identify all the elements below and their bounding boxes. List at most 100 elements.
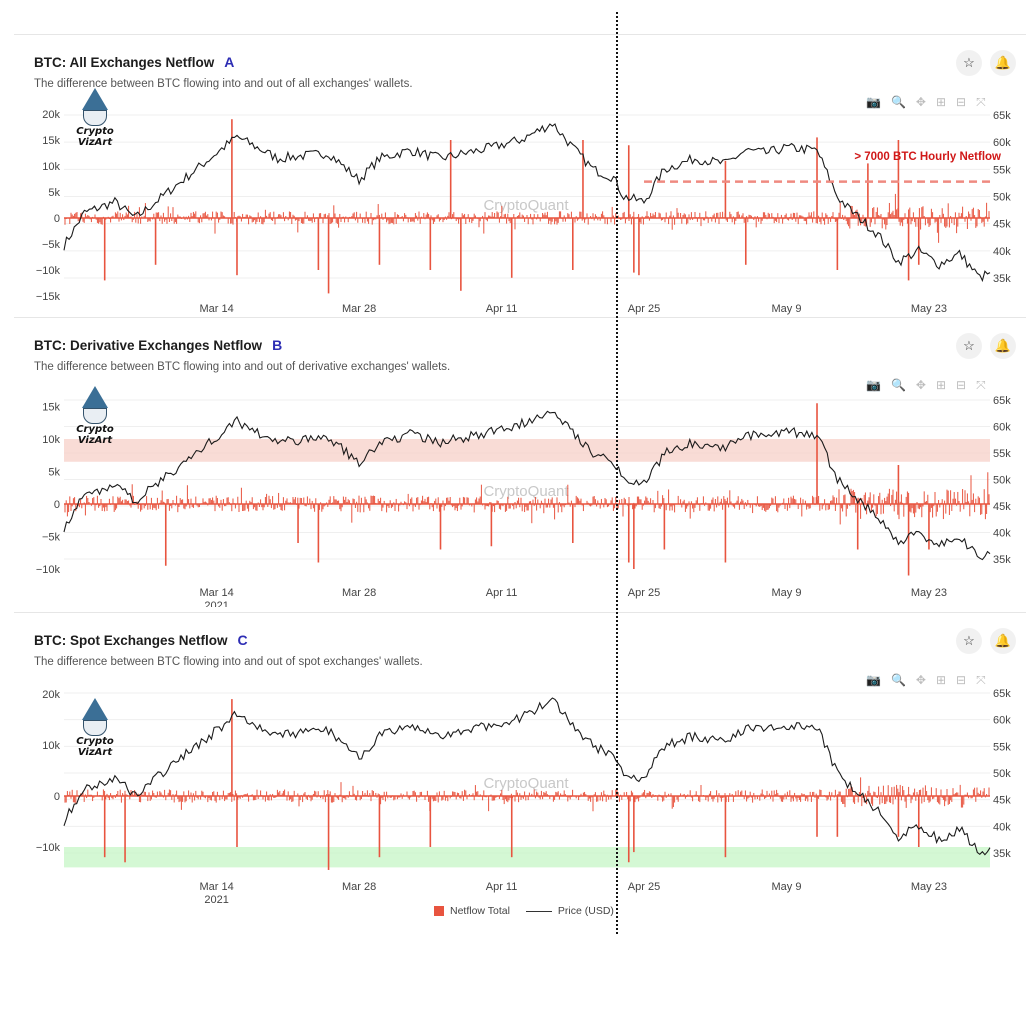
y-left-tick: 20k	[42, 109, 60, 121]
bell-button[interactable]: 🔔	[990, 628, 1016, 654]
x-tick: Mar 14	[200, 587, 234, 599]
highlight-band	[64, 847, 990, 868]
netflow-swatch	[434, 906, 444, 916]
panel-a: BTC: All Exchanges Netflow A The differen…	[14, 34, 1026, 317]
x-tick: Apr 25	[628, 303, 660, 315]
y-right-tick: 45k	[993, 219, 1011, 231]
x-tick: May 9	[771, 587, 801, 599]
bell-button[interactable]: 🔔	[990, 50, 1016, 76]
y-left-tick: 15k	[42, 402, 60, 414]
panel-label: B	[272, 337, 283, 353]
price-line	[63, 410, 991, 561]
y-left-tick: −10k	[36, 564, 61, 576]
zoom-in-icon[interactable]: ⊞	[935, 95, 947, 109]
y-left-tick: 10k	[42, 740, 60, 752]
legend-netflow-label: Netflow Total	[450, 905, 510, 917]
star-icon: ☆	[963, 338, 975, 353]
pan-icon[interactable]: ✥	[915, 378, 926, 392]
y-right-tick: 55k	[993, 448, 1011, 460]
x-tick: Mar 14	[200, 303, 234, 315]
zoom-in-icon[interactable]: ⊞	[935, 673, 947, 687]
zoom-in-icon[interactable]: ⊞	[935, 378, 947, 392]
x-tick: May 23	[911, 303, 947, 315]
crypto-vizart-logo: Crypto VizArt	[70, 88, 120, 148]
y-left-tick: −10k	[36, 842, 61, 854]
x-tick: Apr 11	[486, 587, 518, 599]
y-right-tick: 40k	[993, 528, 1011, 540]
y-left-tick: 15k	[42, 135, 60, 147]
chart-legend: Netflow Total Price (USD)	[434, 905, 614, 917]
price-line	[63, 697, 991, 856]
zoom-icon[interactable]: 🔍	[890, 378, 906, 392]
price-line	[63, 123, 991, 283]
x-tick: May 23	[911, 587, 947, 599]
y-right-tick: 55k	[993, 164, 1011, 176]
y-left-tick: 10k	[42, 161, 60, 173]
price-swatch	[525, 910, 552, 912]
zoom-out-icon[interactable]: ⊟	[956, 95, 967, 109]
panel-title: BTC: Derivative Exchanges Netflow B	[34, 337, 283, 353]
star-icon: ☆	[963, 55, 975, 70]
watermark: CryptoQuant	[483, 775, 569, 792]
y-left-tick: −5k	[42, 532, 61, 544]
threshold-annotation: > 7000 BTC Hourly Netflow	[854, 151, 1001, 163]
chart-toolbar: 📷 🔍 ✥ ⊞ ⊟ ⤧	[866, 378, 986, 393]
panel-label: A	[224, 54, 235, 70]
star-icon: ☆	[963, 633, 975, 648]
y-right-tick: 50k	[993, 475, 1011, 487]
y-left-tick: 10k	[42, 434, 60, 446]
y-left-tick: 0	[54, 791, 60, 803]
chart-toolbar: 📷 🔍 ✥ ⊞ ⊟ ⤧	[866, 673, 986, 688]
y-right-tick: 35k	[993, 848, 1011, 860]
panel-subtitle: The difference between BTC flowing into …	[34, 361, 451, 373]
camera-icon[interactable]: 📷	[866, 378, 881, 392]
bell-button[interactable]: 🔔	[990, 333, 1016, 359]
zoom-icon[interactable]: 🔍	[890, 95, 906, 109]
star-button[interactable]: ☆	[956, 628, 982, 654]
panel-title: BTC: All Exchanges Netflow A	[34, 54, 235, 70]
panel-subtitle: The difference between BTC flowing into …	[34, 78, 413, 90]
y-right-tick: 40k	[993, 821, 1011, 833]
x-tick: Apr 11	[486, 881, 518, 893]
y-right-tick: 35k	[993, 273, 1011, 285]
reset-axes-icon[interactable]: ⤧	[976, 95, 986, 109]
x-year-label: 2021	[204, 894, 228, 906]
panel-subtitle: The difference between BTC flowing into …	[34, 656, 423, 668]
reset-axes-icon[interactable]: ⤧	[976, 378, 986, 392]
y-left-tick: −10k	[36, 265, 61, 277]
zoom-out-icon[interactable]: ⊟	[956, 378, 967, 392]
x-tick: Mar 28	[342, 881, 376, 893]
bell-icon: 🔔	[994, 633, 1012, 648]
camera-icon[interactable]: 📷	[866, 673, 881, 687]
star-button[interactable]: ☆	[956, 50, 982, 76]
zoom-icon[interactable]: 🔍	[890, 673, 906, 687]
zoom-out-icon[interactable]: ⊟	[956, 673, 967, 687]
y-right-tick: 65k	[993, 395, 1011, 407]
bell-icon: 🔔	[994, 338, 1012, 353]
panel-c: BTC: Spot Exchanges Netflow C The differe…	[14, 612, 1026, 933]
y-right-tick: 60k	[993, 422, 1011, 434]
panel-title: BTC: Spot Exchanges Netflow C	[34, 632, 248, 648]
y-right-tick: 65k	[993, 688, 1011, 700]
chart-a: CryptoQuant > 7000 BTC Hourly Netflow 20k 1…	[36, 109, 1011, 315]
pan-icon[interactable]: ✥	[915, 95, 926, 109]
star-button[interactable]: ☆	[956, 333, 982, 359]
y-right-tick: 45k	[993, 501, 1011, 513]
bell-icon: 🔔	[994, 55, 1012, 70]
pan-icon[interactable]: ✥	[915, 673, 926, 687]
y-right-tick: 50k	[993, 768, 1011, 780]
y-left-tick: 5k	[48, 467, 60, 479]
watermark: CryptoQuant	[483, 197, 569, 214]
y-left-tick: 5k	[48, 187, 60, 199]
watermark: CryptoQuant	[483, 483, 569, 500]
y-right-tick: 50k	[993, 192, 1011, 204]
camera-icon[interactable]: 📷	[866, 95, 881, 109]
x-tick: Mar 28	[342, 587, 376, 599]
reset-axes-icon[interactable]: ⤧	[976, 673, 986, 687]
legend-price-label: Price (USD)	[557, 905, 614, 917]
x-tick: Apr 11	[486, 303, 518, 315]
y-right-tick: 65k	[993, 110, 1011, 122]
x-tick: Apr 25	[628, 587, 660, 599]
vertical-reference-line	[616, 12, 618, 934]
x-tick: May 23	[911, 881, 947, 893]
